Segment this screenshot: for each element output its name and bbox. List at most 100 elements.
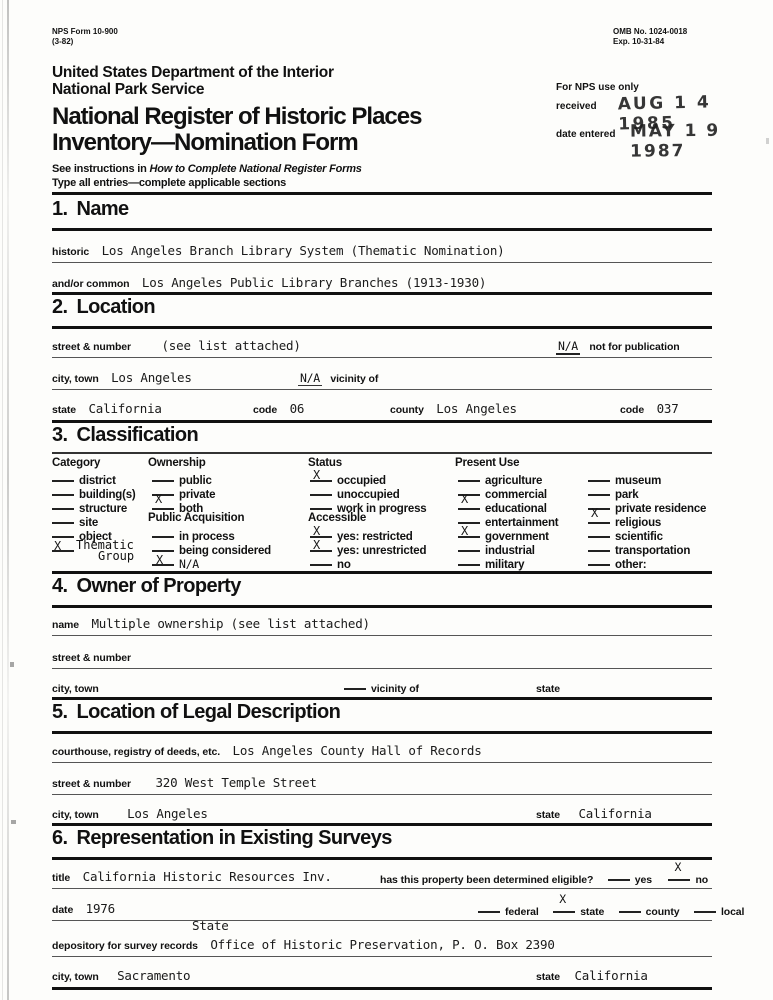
checkbox-blank-eligible-yes[interactable] (607, 870, 630, 881)
depository-state-field[interactable]: state California (536, 967, 648, 985)
county-label: county (390, 404, 424, 416)
checkbox-acquisition-in-process[interactable]: in process (152, 527, 235, 545)
checkbox-blank[interactable] (458, 471, 480, 482)
checkbox-blank[interactable] (52, 513, 74, 524)
checkbox-blank-local[interactable] (693, 902, 716, 913)
not-for-publication-field[interactable]: N/A not for publication (556, 337, 680, 355)
checkbox-accessible-no[interactable]: no (310, 555, 351, 573)
checkbox-blank[interactable] (458, 555, 480, 566)
checkbox-status-work-in-progress[interactable]: work in progress (310, 499, 427, 517)
checkbox-blank[interactable] (310, 471, 332, 482)
checkbox-use-educational[interactable]: educational (458, 499, 547, 517)
checkbox-category-site[interactable]: site (52, 513, 98, 531)
checkbox-blank-county[interactable] (618, 902, 641, 913)
checkbox-category-thematic-group[interactable] (52, 541, 79, 559)
checkbox-blank[interactable] (152, 499, 174, 510)
checkbox-blank[interactable] (52, 499, 74, 510)
checkbox-category-buildings[interactable]: building(s) (52, 485, 136, 503)
checkbox-blank[interactable] (52, 541, 74, 552)
owner-name-field[interactable]: name Multiple ownership (see list attach… (52, 615, 370, 633)
owner-state-field[interactable]: state (536, 679, 568, 697)
checkbox-blank[interactable] (458, 485, 480, 496)
checkbox-blank[interactable] (52, 527, 74, 538)
common-name-field[interactable]: and/or common Los Angeles Public Library… (52, 274, 486, 292)
checkbox-blank[interactable] (588, 513, 610, 524)
checkbox-use-other[interactable]: other: (588, 555, 647, 573)
checkbox-blank[interactable] (310, 527, 332, 538)
checkbox-acquisition-na[interactable]: N/A (152, 555, 199, 573)
owner-vicinity-field[interactable]: vicinity of (344, 679, 419, 697)
checkbox-blank[interactable] (588, 485, 610, 496)
checkbox-use-religious[interactable]: religious (588, 513, 661, 531)
checkbox-acquisition-being-considered[interactable]: being considered (152, 541, 271, 559)
checkbox-blank[interactable] (588, 527, 610, 538)
checkbox-blank[interactable] (152, 541, 174, 552)
checkbox-use-commercial[interactable]: commercial (458, 485, 547, 503)
checkbox-blank[interactable] (458, 499, 480, 510)
legal-city-field[interactable]: city, town Los Angeles (52, 805, 208, 823)
checkbox-blank[interactable] (52, 485, 74, 496)
checkbox-category-structure[interactable]: structure (52, 499, 127, 517)
depository-field[interactable]: depository for survey records Office of … (52, 936, 555, 954)
checkbox-blank[interactable] (310, 485, 332, 496)
vicinity-field[interactable]: N/A vicinity of (298, 369, 378, 387)
checkbox-use-private-residence[interactable]: private residence (588, 499, 706, 517)
checkbox-status-occupied[interactable]: occupied (310, 471, 386, 489)
checkbox-blank[interactable] (458, 527, 480, 538)
checkbox-status-unoccupied[interactable]: unoccupied (310, 485, 400, 503)
checkbox-category-object[interactable]: object (52, 527, 112, 545)
checkbox-blank[interactable] (588, 471, 610, 482)
checkbox-blank[interactable] (310, 541, 332, 552)
checkbox-use-industrial[interactable]: industrial (458, 541, 535, 559)
checkbox-blank[interactable] (458, 541, 480, 552)
checkbox-ownership-private[interactable]: private (152, 485, 216, 503)
checkbox-blank[interactable] (588, 499, 610, 510)
checkbox-accessible-yes-restricted[interactable]: yes: restricted (310, 527, 413, 545)
checkbox-use-park[interactable]: park (588, 485, 639, 503)
checkbox-blank-federal[interactable] (478, 902, 500, 913)
checkbox-blank[interactable] (152, 555, 174, 566)
determined-eligible-field[interactable]: has this property been determined eligib… (380, 860, 708, 888)
depository-city-field[interactable]: city, town Sacramento (52, 967, 191, 985)
street-number-field[interactable]: street & number (see list attached) (52, 337, 301, 355)
checkbox-use-scientific[interactable]: scientific (588, 527, 663, 545)
county-field[interactable]: county Los Angeles (390, 400, 517, 418)
courthouse-field[interactable]: courthouse, registry of deeds, etc. Los … (52, 742, 482, 760)
survey-level-field[interactable]: federal X state county local (478, 892, 744, 920)
checkbox-blank[interactable] (310, 499, 332, 510)
historic-name-field[interactable]: historic Los Angeles Branch Library Syst… (52, 242, 505, 260)
owner-city-field[interactable]: city, town (52, 679, 111, 697)
city-town-field[interactable]: city, town Los Angeles (52, 369, 192, 387)
checkbox-blank[interactable] (344, 679, 366, 690)
survey-date-field[interactable]: date 1976 (52, 900, 115, 918)
checkbox-use-entertainment[interactable]: entertainment (458, 513, 559, 531)
state-field[interactable]: state California (52, 400, 162, 418)
survey-title-field[interactable]: title California Historic Resources Inv. (52, 868, 332, 886)
checkbox-blank[interactable] (310, 555, 332, 566)
checkbox-blank-eligible-no[interactable] (668, 870, 691, 881)
owner-street-field[interactable]: street & number (52, 648, 143, 666)
checkbox-category-district[interactable]: district (52, 471, 116, 489)
checkbox-ownership-both[interactable]: both (152, 499, 203, 517)
state-code-field[interactable]: code 06 (253, 400, 304, 418)
checkbox-blank[interactable] (52, 471, 74, 482)
checkbox-use-military[interactable]: military (458, 555, 525, 573)
checkbox-accessible-yes-unrestricted[interactable]: yes: unrestricted (310, 541, 426, 559)
checkbox-blank[interactable] (588, 555, 610, 566)
legal-street-field[interactable]: street & number 320 West Temple Street (52, 774, 317, 792)
legal-state-field[interactable]: state California (536, 805, 652, 823)
checkbox-blank[interactable] (152, 485, 174, 496)
checkbox-blank[interactable] (152, 527, 174, 538)
checkbox-blank[interactable] (588, 541, 610, 552)
city-town-underline (52, 389, 712, 391)
checkbox-blank[interactable] (458, 513, 480, 524)
county-code-field[interactable]: code 037 (620, 400, 679, 418)
checkbox-use-museum[interactable]: museum (588, 471, 661, 489)
checkbox-blank-state[interactable] (553, 902, 576, 913)
checkbox-use-agriculture[interactable]: agriculture (458, 471, 542, 489)
form-instructions: See instructions in How to Complete Nati… (52, 162, 362, 190)
checkbox-ownership-public[interactable]: public (152, 471, 212, 489)
checkbox-blank[interactable] (152, 471, 174, 482)
checkbox-use-government[interactable]: government (458, 527, 549, 545)
checkbox-use-transportation[interactable]: transportation (588, 541, 690, 559)
